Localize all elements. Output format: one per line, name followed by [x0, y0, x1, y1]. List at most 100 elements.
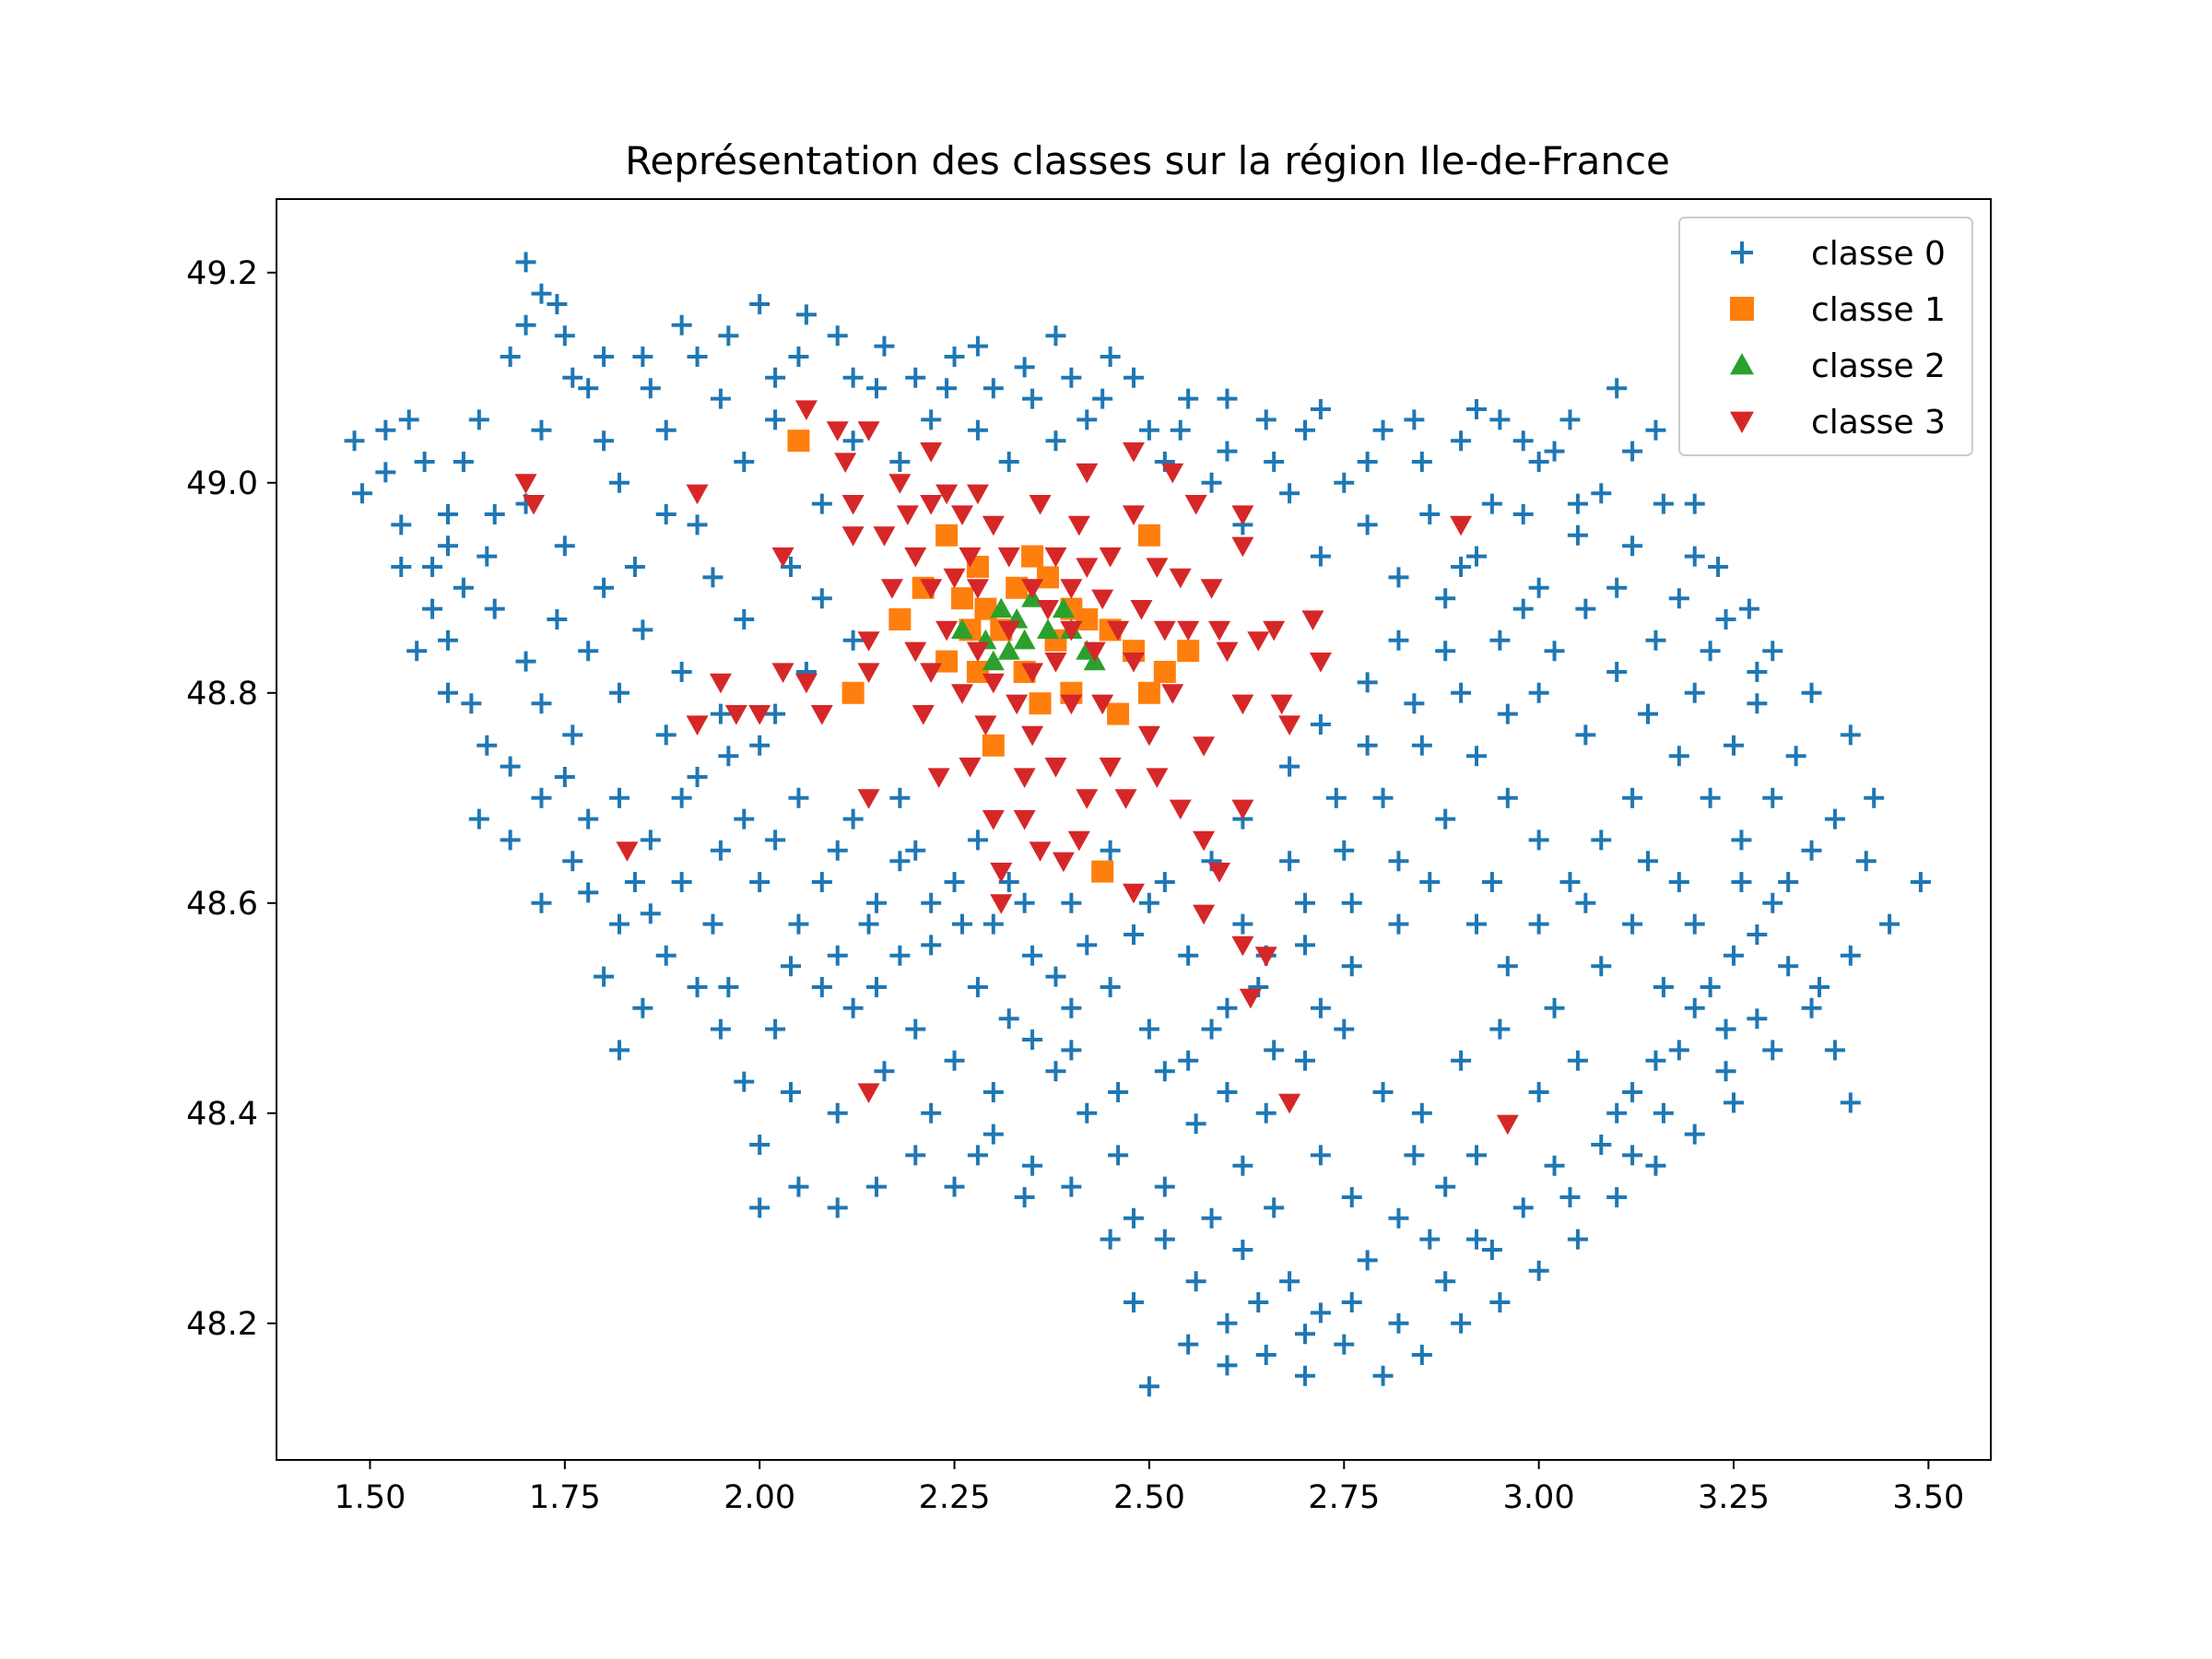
y-axis: 48.2 48.4 48.6 48.8 49.0 49.2 [186, 255, 276, 1343]
data-point [936, 378, 958, 399]
data-point [990, 863, 1013, 883]
data-point [1388, 913, 1409, 935]
data-point [788, 1176, 809, 1197]
data-point [709, 673, 732, 694]
data-point [1044, 653, 1067, 673]
y-tick-label: 49.0 [186, 465, 258, 502]
data-point [966, 661, 989, 683]
data-point [1334, 1334, 1355, 1355]
data-point [1591, 1135, 1612, 1155]
data-point [1715, 609, 1736, 629]
data-point [1278, 715, 1301, 735]
data-point [1747, 1008, 1768, 1030]
data-point [640, 903, 661, 924]
data-point [1762, 892, 1783, 913]
data-point [874, 1061, 895, 1082]
data-point [1496, 1114, 1519, 1135]
data-point [375, 419, 396, 441]
data-point [1668, 588, 1689, 609]
data-point [1840, 1092, 1861, 1113]
data-point [1372, 1082, 1394, 1102]
data-point [1310, 399, 1331, 419]
data-point [1100, 840, 1121, 861]
data-point [794, 673, 818, 694]
data-point [997, 547, 1020, 568]
data-point [951, 587, 973, 610]
data-point [951, 505, 973, 525]
data-point [1021, 725, 1044, 747]
data-point [1622, 1082, 1643, 1102]
data-point [1606, 378, 1628, 399]
data-point [1638, 703, 1658, 724]
data-point [1091, 860, 1114, 883]
data-point [827, 1102, 848, 1124]
data-point [1357, 452, 1378, 472]
data-point [982, 913, 1004, 935]
data-point [422, 557, 443, 577]
data-points [344, 252, 1931, 1397]
data-point [500, 347, 521, 367]
data-point [1138, 1018, 1159, 1040]
data-point [1264, 1040, 1285, 1061]
data-point [1045, 430, 1066, 452]
data-point [1668, 746, 1689, 767]
data-point [765, 703, 786, 724]
data-point [1528, 1260, 1549, 1281]
data-point [1193, 904, 1216, 925]
data-point [1451, 557, 1472, 577]
data-point [943, 568, 966, 589]
data-point [1021, 663, 1044, 683]
data-point [982, 378, 1004, 399]
data-point [959, 758, 982, 778]
data-point [1022, 1030, 1043, 1050]
data-point [1037, 600, 1059, 620]
data-point [1466, 399, 1487, 419]
data-point [990, 597, 1013, 618]
data-point [1045, 966, 1066, 987]
data-point [990, 894, 1013, 914]
data-point [609, 472, 629, 493]
data-point [1061, 367, 1082, 388]
data-point [1217, 997, 1238, 1018]
data-point [1310, 1302, 1331, 1324]
data-point [1278, 1093, 1301, 1114]
x-tick-label: 1.75 [529, 1479, 601, 1516]
data-point [842, 808, 864, 830]
legend: classe 0 classe 1 classe 2 classe 3 [1678, 217, 1973, 456]
data-point [655, 419, 677, 441]
data-point [1388, 1207, 1409, 1229]
data-point [687, 347, 708, 367]
y-tick-label: 48.4 [186, 1096, 258, 1133]
data-point [1567, 1050, 1588, 1071]
data-point [1645, 419, 1666, 441]
data-point [461, 693, 482, 714]
data-point [562, 724, 583, 746]
data-point [765, 409, 786, 430]
data-point [788, 347, 809, 367]
data-point [1263, 620, 1286, 641]
data-point [765, 1018, 786, 1040]
data-point [515, 314, 536, 335]
data-point [982, 810, 1005, 830]
data-point [468, 409, 489, 430]
data-point [857, 789, 880, 809]
data-point [1232, 1155, 1253, 1176]
data-point [966, 484, 989, 505]
data-point [1575, 892, 1596, 913]
x-axis: 1.50 1.75 2.00 2.25 2.50 2.75 3.00 3.25 3.50 [334, 1460, 1964, 1516]
data-point [1645, 1155, 1666, 1176]
legend-frame [1678, 217, 1973, 456]
data-point [967, 419, 988, 441]
data-point [1544, 641, 1565, 662]
data-point [904, 547, 927, 568]
data-point [1107, 620, 1130, 641]
data-point [1255, 1345, 1277, 1365]
data-point [1022, 945, 1043, 966]
data-point [920, 495, 943, 515]
data-point [398, 409, 419, 430]
data-point [1013, 768, 1036, 788]
y-tick-label: 49.2 [186, 255, 258, 292]
data-point [857, 631, 880, 652]
data-point [500, 756, 521, 777]
